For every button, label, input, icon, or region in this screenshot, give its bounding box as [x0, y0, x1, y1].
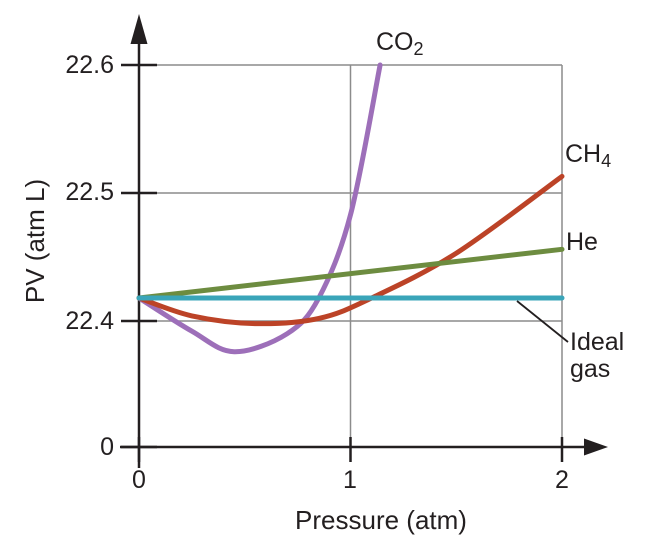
co2-label-subscript: 2	[413, 39, 424, 59]
co2-label-base: CO	[376, 28, 414, 56]
he-curve	[136, 246, 565, 301]
ideal-gas-label-line1: Ideal	[570, 328, 625, 356]
ch4-label-base: CH	[565, 140, 602, 168]
ideal-gas-label-line2: gas	[570, 355, 611, 383]
y-axis-title: PV (atm L)	[20, 178, 50, 304]
y-tick-label-22-6: 22.6	[65, 51, 114, 79]
ideal-gas-leader-line	[516, 300, 569, 343]
x-tick-label-1: 1	[343, 466, 357, 494]
axes	[120, 14, 608, 468]
y-axis-arrow-icon	[130, 14, 148, 44]
gridlines	[139, 64, 563, 447]
he-series-label: He	[566, 229, 598, 256]
he-label-base: He	[566, 228, 598, 256]
ch4-curve	[136, 173, 565, 327]
x-tick-label-2: 2	[555, 466, 569, 494]
co2-series-label: CO2	[376, 28, 424, 59]
ch4-series-label: CH4	[565, 140, 612, 171]
y-tick-label-22-4: 22.4	[65, 307, 114, 335]
y-tick-label-22-5: 22.5	[65, 178, 114, 206]
curves	[136, 62, 565, 355]
tick-marks	[121, 63, 564, 462]
ideal-gas-series-label: Ideal gas	[570, 329, 624, 383]
x-axis-title: Pressure (atm)	[295, 505, 467, 535]
x-axis-arrow-icon	[584, 438, 608, 456]
co2-curve	[136, 62, 383, 355]
y-tick-label-0: 0	[100, 433, 114, 461]
x-tick-label-0: 0	[132, 466, 146, 494]
ch4-label-subscript: 4	[601, 151, 612, 171]
